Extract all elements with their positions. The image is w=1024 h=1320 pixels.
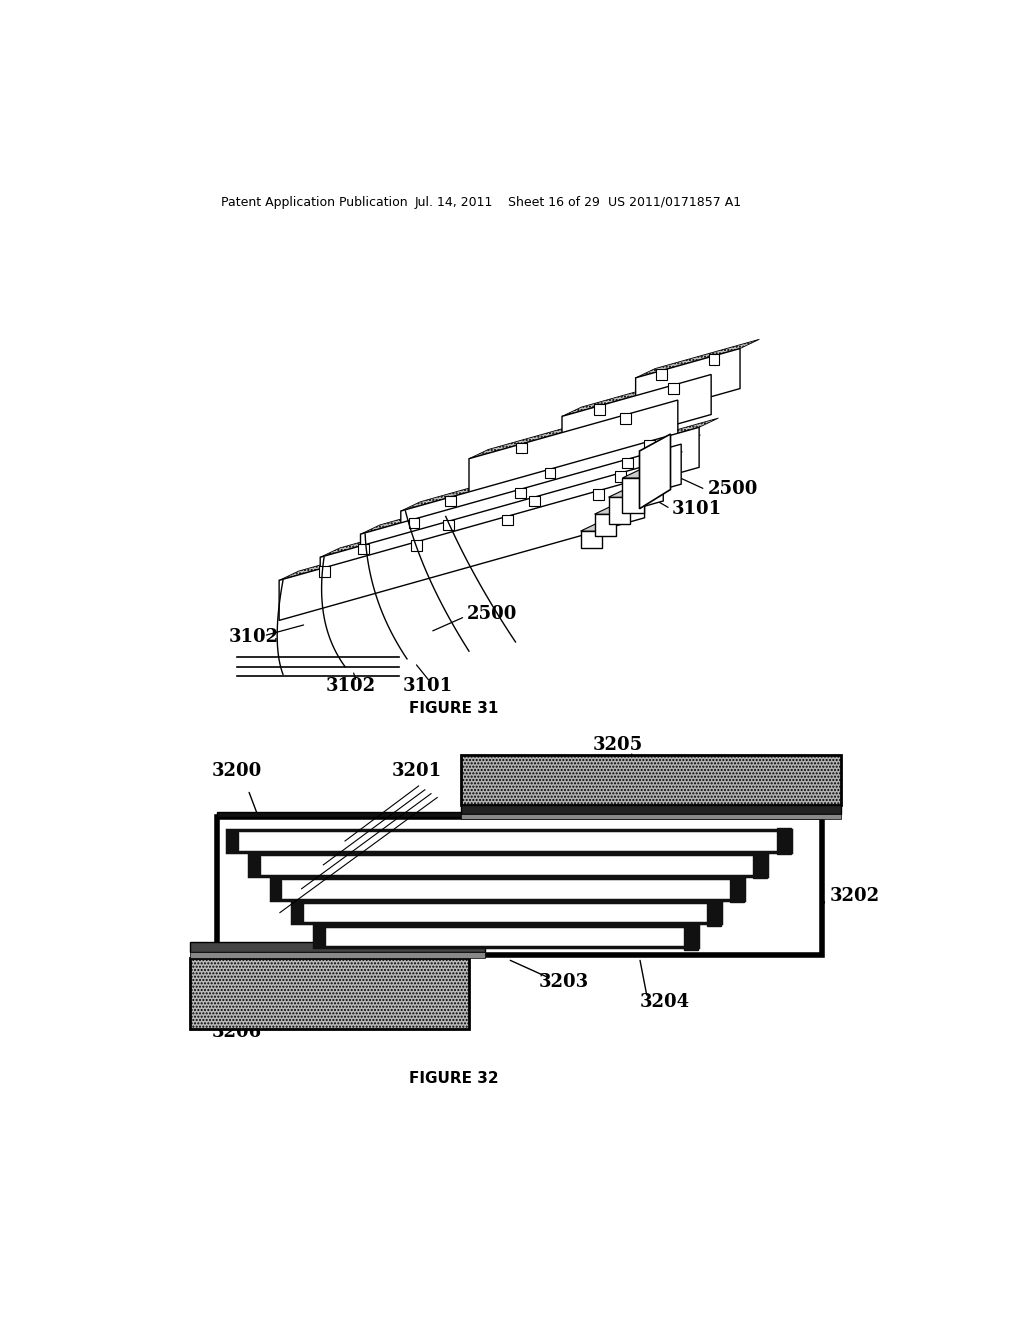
Polygon shape (220, 820, 818, 952)
Polygon shape (669, 383, 679, 395)
Polygon shape (656, 370, 668, 380)
Polygon shape (621, 413, 631, 424)
Polygon shape (684, 924, 697, 949)
Polygon shape (709, 354, 719, 366)
Text: 3101: 3101 (672, 500, 722, 517)
Text: 3200: 3200 (212, 762, 262, 780)
Polygon shape (516, 442, 526, 453)
Polygon shape (280, 478, 644, 620)
Polygon shape (623, 469, 664, 478)
Polygon shape (636, 339, 760, 378)
Polygon shape (400, 418, 719, 511)
Polygon shape (608, 498, 630, 524)
Polygon shape (360, 434, 700, 535)
Polygon shape (608, 488, 649, 498)
Polygon shape (636, 348, 740, 418)
Text: FIGURE 32: FIGURE 32 (409, 1071, 499, 1086)
Polygon shape (754, 851, 767, 878)
Polygon shape (581, 531, 602, 548)
Text: 3204: 3204 (640, 993, 689, 1011)
Polygon shape (227, 832, 238, 850)
Polygon shape (640, 434, 671, 508)
Polygon shape (190, 958, 469, 1028)
Polygon shape (190, 942, 484, 952)
Polygon shape (776, 828, 791, 854)
Polygon shape (321, 451, 683, 557)
Polygon shape (190, 952, 484, 958)
Polygon shape (562, 375, 711, 457)
Text: 3102: 3102 (228, 628, 279, 647)
Polygon shape (270, 879, 282, 898)
Polygon shape (360, 444, 681, 574)
Polygon shape (730, 875, 744, 902)
Polygon shape (227, 830, 791, 851)
Polygon shape (292, 902, 721, 924)
Polygon shape (615, 471, 626, 482)
Text: FIGURE 31: FIGURE 31 (409, 701, 499, 717)
Polygon shape (529, 495, 540, 507)
Polygon shape (409, 517, 420, 528)
Polygon shape (249, 855, 260, 874)
Text: US 2011/0171857 A1: US 2011/0171857 A1 (608, 195, 741, 209)
Text: 3203: 3203 (539, 973, 589, 991)
Text: 3205: 3205 (593, 737, 643, 754)
Text: 3102: 3102 (326, 677, 376, 694)
Polygon shape (623, 458, 633, 469)
Polygon shape (594, 488, 604, 500)
Polygon shape (623, 478, 644, 512)
Polygon shape (249, 854, 767, 875)
Polygon shape (319, 566, 330, 577)
Polygon shape (443, 520, 455, 531)
Text: Jul. 14, 2011: Jul. 14, 2011 (415, 195, 494, 209)
Polygon shape (707, 899, 721, 925)
Polygon shape (461, 814, 841, 818)
Polygon shape (469, 400, 678, 499)
Polygon shape (545, 467, 555, 478)
Polygon shape (217, 817, 821, 956)
Text: 3201: 3201 (391, 762, 441, 780)
Polygon shape (411, 540, 422, 552)
Text: 3202: 3202 (829, 887, 880, 906)
Polygon shape (314, 927, 325, 945)
Polygon shape (594, 404, 605, 414)
Polygon shape (292, 903, 303, 921)
Polygon shape (644, 440, 654, 450)
Polygon shape (562, 366, 730, 416)
Polygon shape (314, 925, 697, 948)
Polygon shape (270, 878, 744, 899)
Polygon shape (515, 487, 526, 499)
Polygon shape (461, 805, 841, 814)
Text: 3206: 3206 (212, 1023, 262, 1041)
Polygon shape (581, 521, 622, 531)
Polygon shape (217, 812, 821, 817)
Polygon shape (280, 469, 664, 581)
Polygon shape (595, 506, 636, 515)
Text: 3101: 3101 (403, 677, 454, 694)
Text: Patent Application Publication: Patent Application Publication (221, 195, 408, 209)
Polygon shape (461, 755, 841, 805)
Polygon shape (445, 495, 456, 507)
Polygon shape (595, 515, 616, 536)
Polygon shape (400, 428, 699, 552)
Polygon shape (502, 515, 513, 525)
Text: 2500: 2500 (467, 606, 517, 623)
Polygon shape (469, 391, 697, 459)
Polygon shape (321, 461, 664, 597)
Text: 2500: 2500 (708, 480, 758, 499)
Text: Sheet 16 of 29: Sheet 16 of 29 (508, 195, 600, 209)
Polygon shape (357, 544, 369, 554)
